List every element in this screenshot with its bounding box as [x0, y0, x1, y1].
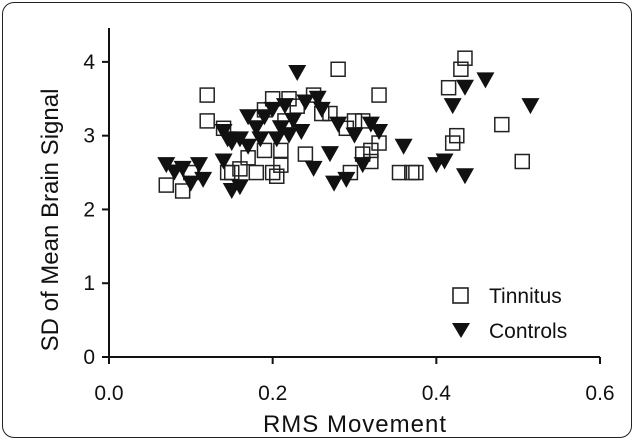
controls-point: [304, 160, 323, 177]
controls-point: [443, 98, 462, 115]
x-tick-label: 0.4: [422, 382, 452, 405]
tinnitus-point: [273, 142, 289, 159]
controls-point: [521, 98, 540, 115]
controls-point: [275, 98, 294, 115]
tinnitus-point: [269, 168, 285, 184]
tinnitus-point: [440, 79, 457, 96]
controls-point: [455, 79, 474, 96]
controls-point: [280, 127, 299, 144]
controls-point: [325, 175, 344, 192]
controls-point: [455, 168, 474, 185]
tinnitus-point: [391, 164, 408, 181]
tinnitus-point: [371, 87, 387, 103]
controls-points: [157, 64, 540, 199]
controls-point: [284, 112, 303, 129]
y-tick-label: 2: [83, 198, 95, 221]
tinnitus-point: [199, 87, 215, 103]
controls-point: [239, 138, 258, 155]
legend-controls-marker: [452, 323, 470, 338]
tinnitus-point: [273, 157, 289, 173]
controls-point: [173, 160, 192, 177]
tinnitus-point: [232, 161, 248, 177]
legend-tinnitus-marker: [452, 287, 469, 304]
legend-controls-label: Controls: [489, 320, 567, 343]
y-tick-label: 3: [83, 125, 95, 148]
tinnitus-point: [297, 146, 314, 162]
y-axis-title: SD of Mean Brain Signal: [37, 89, 64, 352]
controls-point: [194, 171, 213, 188]
tinnitus-point: [457, 50, 473, 66]
controls-point: [312, 101, 331, 118]
controls-point: [370, 123, 389, 140]
controls-point: [435, 153, 454, 170]
tinnitus-point: [494, 116, 510, 133]
controls-point: [394, 138, 413, 155]
x-tick-label: 0.0: [94, 382, 123, 405]
legend-tinnitus-label: Tinnitus: [489, 285, 562, 308]
controls-point: [263, 101, 282, 118]
controls-point: [288, 64, 307, 81]
controls-point: [230, 179, 249, 196]
y-tick-label: 4: [83, 51, 95, 74]
controls-point: [476, 72, 495, 89]
controls-point: [190, 157, 209, 174]
x-tick-label: 0.6: [585, 382, 614, 405]
controls-point: [337, 171, 356, 188]
controls-point: [353, 157, 372, 174]
controls-point: [181, 175, 200, 192]
tinnitus-point: [514, 153, 531, 170]
controls-point: [239, 109, 258, 126]
controls-point: [214, 153, 233, 170]
controls-point: [320, 146, 339, 163]
tinnitus-point: [248, 164, 265, 181]
tinnitus-point: [199, 113, 215, 129]
controls-point: [251, 131, 270, 148]
tinnitus-point: [330, 61, 346, 78]
y-tick-label: 1: [83, 272, 95, 295]
controls-point: [329, 116, 348, 133]
tinnitus-point: [256, 142, 273, 159]
chart-frame: [2, 2, 632, 438]
tinnitus-point: [158, 177, 175, 193]
x-axis-title: RMS Movement: [263, 411, 447, 438]
tinnitus-point: [408, 164, 424, 181]
tinnitus-point: [449, 127, 465, 144]
controls-point: [255, 109, 274, 126]
controls-point: [345, 127, 364, 144]
controls-point: [247, 120, 266, 137]
x-tick-label: 0.2: [258, 382, 287, 405]
legend: Tinnitus Controls: [452, 285, 567, 343]
tinnitus-point: [453, 61, 469, 78]
controls-point: [308, 90, 327, 107]
y-tick-label: 0: [83, 346, 95, 369]
controls-point: [296, 94, 315, 111]
controls-point: [292, 123, 311, 140]
tinnitus-point: [174, 183, 191, 199]
